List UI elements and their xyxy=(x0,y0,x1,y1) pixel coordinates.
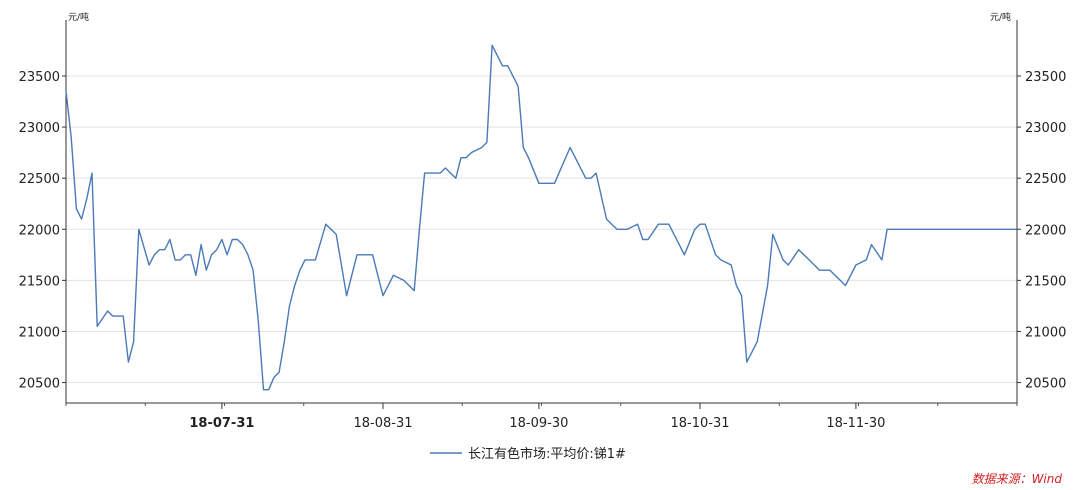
right-tick-label: 23000 xyxy=(1025,121,1066,136)
right-y-axis-ticks: 20500 21000 21500 22000 22500 23000 23500 xyxy=(1017,70,1066,392)
left-unit-label: 元/吨 xyxy=(68,11,89,23)
left-tick-label: 21000 xyxy=(19,325,60,340)
right-tick-label: 23500 xyxy=(1025,70,1066,85)
series-lines xyxy=(65,44,1017,391)
legend-label: 长江有色市场:平均价:锑1# xyxy=(468,446,626,462)
x-tick-label: 18-10-31 xyxy=(670,416,729,431)
left-tick-label: 22000 xyxy=(19,223,60,238)
legend: 长江有色市场:平均价:锑1# xyxy=(430,446,626,462)
source-note: 数据来源：Wind xyxy=(971,472,1062,486)
right-tick-label: 22500 xyxy=(1025,172,1066,187)
right-tick-label: 20500 xyxy=(1025,377,1066,392)
left-tick-label: 20500 xyxy=(19,377,60,392)
right-tick-label: 22000 xyxy=(1025,223,1066,238)
left-tick-label: 22500 xyxy=(19,172,60,187)
left-tick-label: 23500 xyxy=(19,70,60,85)
x-tick-label: 18-07-31 xyxy=(189,416,254,431)
x-axis-ticks: 18-07-31 18-08-31 18-09-30 18-10-31 18-11-30 xyxy=(65,403,1018,431)
x-tick-label: 18-11-30 xyxy=(826,416,885,431)
x-tick-label: 18-09-30 xyxy=(509,416,568,431)
series-line xyxy=(65,44,1017,391)
left-tick-label: 23000 xyxy=(19,121,60,136)
right-tick-label: 21000 xyxy=(1025,325,1066,340)
right-tick-label: 21500 xyxy=(1025,274,1066,289)
gridlines xyxy=(66,75,1017,384)
left-y-axis-ticks: 20500 21000 21500 22000 22500 23000 23500 xyxy=(19,70,66,392)
x-tick-label: 18-08-31 xyxy=(353,416,412,431)
left-tick-label: 21500 xyxy=(19,274,60,289)
right-unit-label: 元/吨 xyxy=(990,11,1011,23)
axes xyxy=(65,20,1018,404)
